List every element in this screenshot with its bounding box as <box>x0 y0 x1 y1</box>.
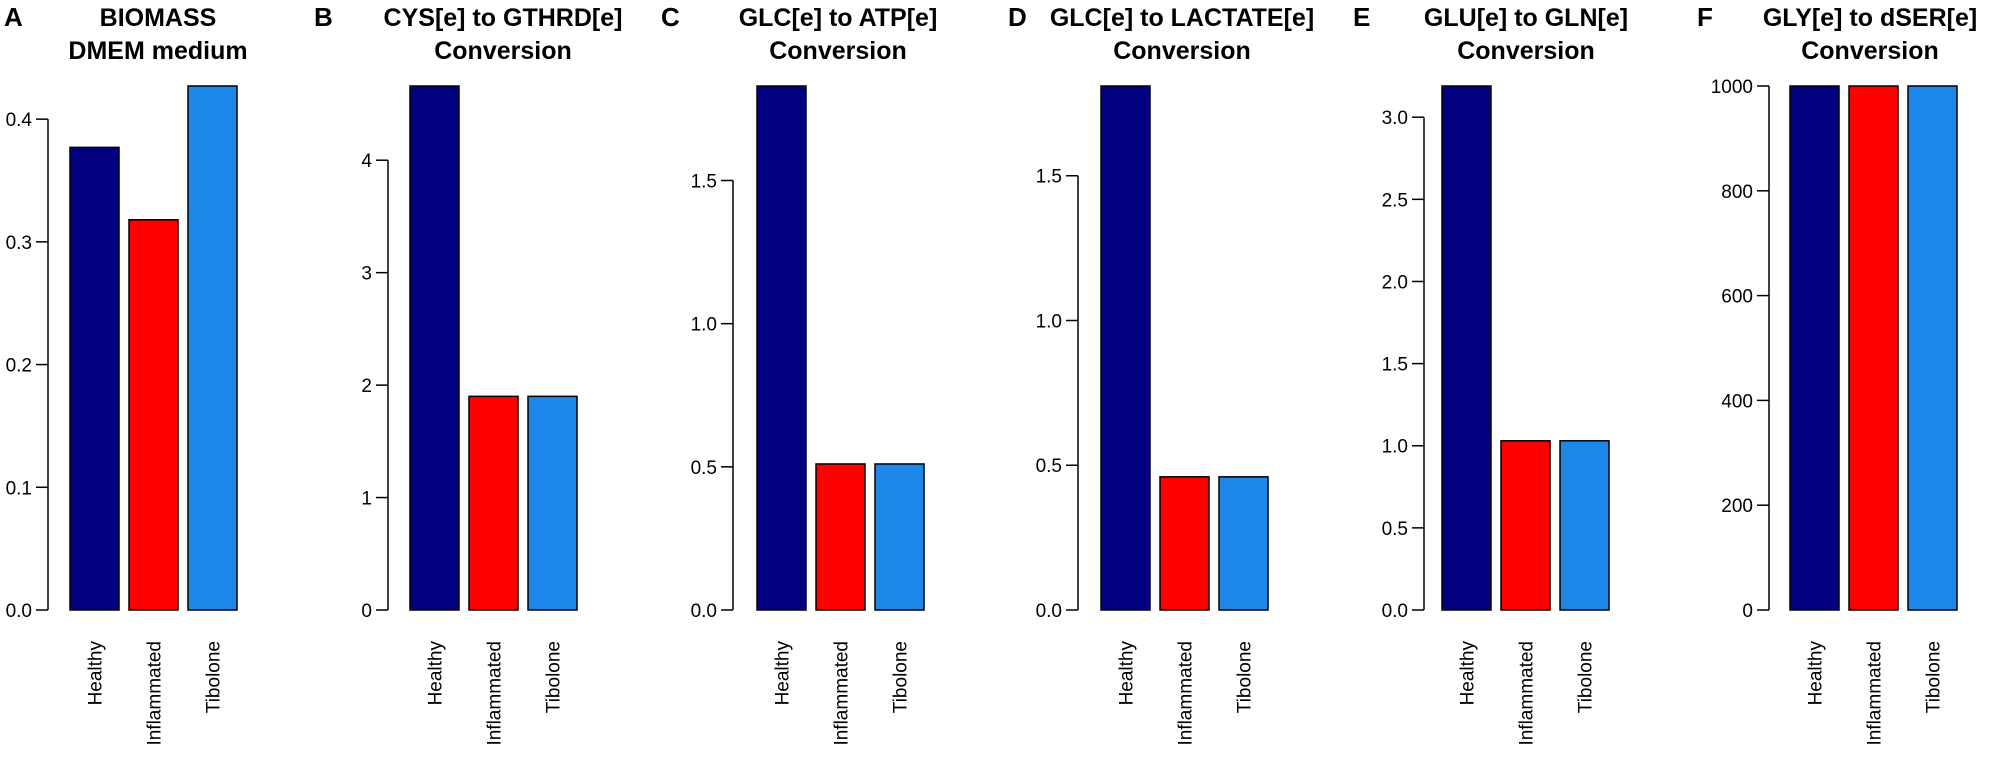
y-tick-label: 0.0 <box>6 601 32 622</box>
y-tick-label: 2.0 <box>1382 272 1408 293</box>
y-tick-label: 0.4 <box>6 110 33 131</box>
panel-letter: A <box>4 2 23 32</box>
bar-tibolone <box>1218 476 1269 611</box>
category-label: Tibolone <box>1924 641 1945 713</box>
bar-tibolone <box>874 463 925 611</box>
y-tick-label: 800 <box>1721 182 1753 203</box>
category-label: Inflammated <box>1865 641 1886 746</box>
chart-title-line: CYS[e] to GTHRD[e] <box>384 4 623 32</box>
y-tick-label: 0 <box>1742 601 1753 622</box>
y-tick-label: 1.0 <box>1382 437 1408 458</box>
panel-letter: D <box>1008 2 1027 32</box>
y-tick-label: 0.1 <box>6 478 32 499</box>
bar-healthy <box>69 146 120 611</box>
chart-title-line: Conversion <box>1457 37 1595 65</box>
category-label: Tibolone <box>1576 641 1597 713</box>
category-label: Healthy <box>426 641 447 706</box>
y-tick-label: 400 <box>1721 391 1753 412</box>
bar-healthy <box>756 85 807 611</box>
y-tick-label: 0.5 <box>1036 456 1062 477</box>
y-tick-label: 0 <box>361 601 372 622</box>
y-tick-label: 1.5 <box>1382 355 1408 376</box>
y-tick-label: 0.0 <box>1036 601 1062 622</box>
chart-title-line: Conversion <box>434 37 572 65</box>
category-label: Tibolone <box>1235 641 1256 713</box>
y-tick-label: 1.0 <box>1036 311 1062 332</box>
bar-healthy <box>409 85 460 611</box>
bar-healthy <box>1100 85 1151 611</box>
y-tick-label: 0.5 <box>691 458 717 479</box>
chart-panel-c: C GLC[e] to ATP[e] Conversion 0.0 0.5 1.0 1.5 H… <box>661 2 937 746</box>
chart-title-line: GLY[e] to dSER[e] <box>1763 4 1977 32</box>
chart-panel-b: B CYS[e] to GTHRD[e] Conversion 0 1 2 3 4 Health… <box>314 2 622 746</box>
category-label: Tibolone <box>204 641 225 713</box>
y-tick-label: 2 <box>361 376 372 397</box>
y-tick-label: 1.0 <box>691 315 717 336</box>
y-tick-label: 0.2 <box>6 356 32 377</box>
y-tick-label: 4 <box>361 151 372 172</box>
y-tick-label: 1 <box>361 489 372 510</box>
bar-inflammated <box>1848 85 1899 611</box>
chart-title-line: Conversion <box>1801 37 1939 65</box>
y-tick-label: 200 <box>1721 496 1753 517</box>
chart-title-line: BIOMASS <box>100 4 217 32</box>
chart-title-line: Conversion <box>1113 37 1251 65</box>
y-tick-label: 1000 <box>1711 77 1753 98</box>
category-label: Inflammated <box>1517 641 1538 746</box>
bar-inflammated <box>1159 476 1210 611</box>
y-tick-label: 1.5 <box>1036 167 1062 188</box>
y-tick-label: 2.5 <box>1382 190 1408 211</box>
category-label: Inflammated <box>832 641 853 746</box>
chart-title-line: GLC[e] to ATP[e] <box>739 4 938 32</box>
category-label: Healthy <box>773 641 794 706</box>
bar-inflammated <box>468 395 519 611</box>
bar-healthy <box>1441 85 1492 611</box>
y-tick-label: 0.0 <box>691 601 717 622</box>
y-tick-label: 600 <box>1721 287 1753 308</box>
category-label: Tibolone <box>544 641 565 713</box>
y-tick-label: 0.5 <box>1382 519 1408 540</box>
y-tick-label: 1.5 <box>691 171 717 192</box>
category-label: Inflammated <box>1176 641 1197 746</box>
bar-tibolone <box>1559 440 1610 611</box>
chart-title-line: GLC[e] to LACTATE[e] <box>1050 4 1314 32</box>
y-tick-label: 0.3 <box>6 233 32 254</box>
chart-panel-e: E GLU[e] to GLN[e] Conversion 0.0 0.5 1.0 1.5 2… <box>1353 2 1628 746</box>
panel-letter: F <box>1697 2 1713 32</box>
bar-inflammated <box>128 219 179 611</box>
y-tick-label: 3.0 <box>1382 108 1408 129</box>
y-tick-label: 0.0 <box>1382 601 1408 622</box>
category-label: Tibolone <box>891 641 912 713</box>
category-label: Healthy <box>1458 641 1479 706</box>
bar-tibolone <box>187 85 238 611</box>
bar-tibolone <box>527 395 578 611</box>
category-label: Healthy <box>1117 641 1138 706</box>
chart-panel-d: D GLC[e] to LACTATE[e] Conversion 0.0 0.5 1.0… <box>1008 2 1314 746</box>
chart-panel-f: F GLY[e] to dSER[e] Conversion 0 200 400 600 80… <box>1697 2 1977 746</box>
panel-letter: E <box>1353 2 1370 32</box>
chart-title-line: DMEM medium <box>68 37 247 65</box>
y-tick-label: 3 <box>361 264 372 285</box>
bar-inflammated <box>1500 440 1551 611</box>
chart-title-line: GLU[e] to GLN[e] <box>1424 4 1628 32</box>
bar-inflammated <box>815 463 866 611</box>
bar-healthy <box>1789 85 1840 611</box>
category-label: Inflammated <box>485 641 506 746</box>
category-label: Healthy <box>1806 641 1827 706</box>
panel-letter: B <box>314 2 333 32</box>
panel-letter: C <box>661 2 680 32</box>
chart-title-line: Conversion <box>769 37 907 65</box>
category-label: Healthy <box>86 641 107 706</box>
category-label: Inflammated <box>145 641 166 746</box>
chart-panel-a: A BIOMASS DMEM medium 0.0 0.1 0.2 0.3 0.4 Health… <box>4 2 248 746</box>
bar-tibolone <box>1907 85 1958 611</box>
